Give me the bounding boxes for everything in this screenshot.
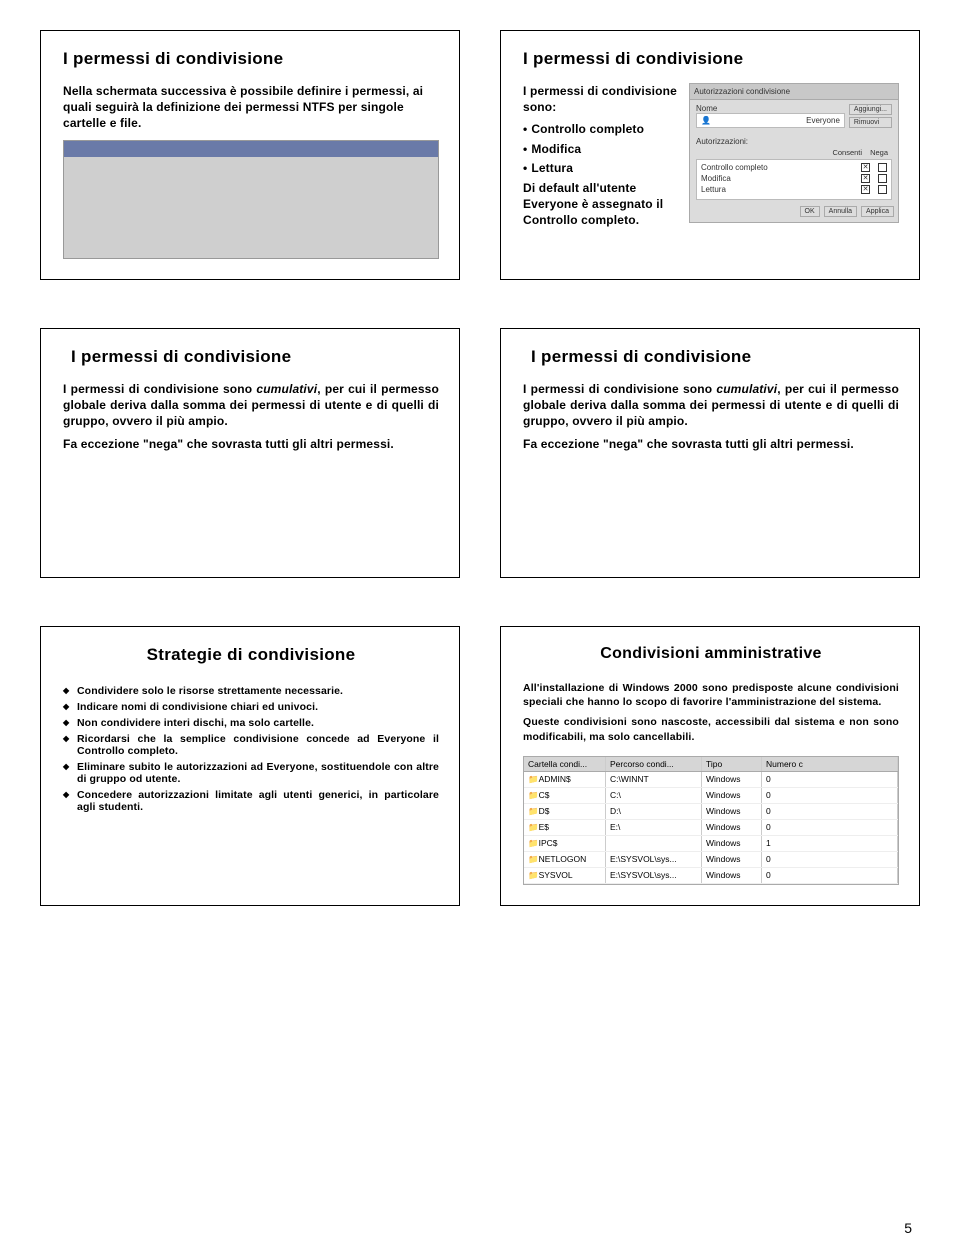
table-header: Percorso condi... (606, 757, 702, 771)
table-row: 📁C$C:\Windows0 (524, 788, 898, 804)
deny-checkbox[interactable] (878, 174, 887, 183)
list-item: Indicare nomi di condivisione chiari ed … (63, 701, 439, 713)
slide-4-body: I permessi di condivisione sono cumulati… (523, 381, 899, 458)
table-header: Tipo (702, 757, 762, 771)
remove-button[interactable]: Rimuovi (849, 117, 892, 128)
list-item: Concedere autorizzazioni limitate agli u… (63, 789, 439, 813)
list-item: Eliminare subito le autorizzazioni ad Ev… (63, 761, 439, 785)
apply-button[interactable]: Applica (861, 206, 894, 217)
perm-item: Controllo completo (523, 121, 679, 137)
table-row: 📁SYSVOLE:\SYSVOL\sys...Windows0 (524, 868, 898, 884)
dialog-screenshot-placeholder (63, 140, 439, 259)
slide-6-body: All'installazione di Windows 2000 sono p… (523, 681, 899, 750)
ok-button[interactable]: OK (800, 206, 820, 217)
admin-shares-table: Cartella condi... Percorso condi... Tipo… (523, 756, 899, 885)
deny-checkbox[interactable] (878, 163, 887, 172)
allow-checkbox[interactable]: ✕ (861, 163, 870, 172)
permissions-dialog: Autorizzazioni condivisione Nome 👤Everyo… (689, 83, 899, 223)
slide-2: I permessi di condivisione I permessi di… (500, 30, 920, 280)
table-row: 📁ADMIN$C:\WINNTWindows0 (524, 772, 898, 788)
table-row: 📁E$E:\Windows0 (524, 820, 898, 836)
slide-3-body: I permessi di condivisione sono cumulati… (63, 381, 439, 458)
slide-6-title: Condivisioni amministrative (523, 645, 899, 663)
slide-3: I permessi di condivisione I permessi di… (40, 328, 460, 578)
list-item: Non condividere interi dischi, ma solo c… (63, 717, 439, 729)
allow-checkbox[interactable]: ✕ (861, 185, 870, 194)
list-item: Condividere solo le risorse strettamente… (63, 685, 439, 697)
slide-5-title: Strategie di condivisione (63, 645, 439, 665)
slide-4-title: I permessi di condivisione (531, 347, 899, 367)
perm-item: Modifica (523, 141, 679, 157)
slide-2-text: I permessi di condivisione sono: Control… (523, 83, 679, 235)
slide-3-title: I permessi di condivisione (71, 347, 439, 367)
table-header: Cartella condi... (524, 757, 606, 771)
perm-item: Lettura (523, 160, 679, 176)
slide-1: I permessi di condivisione Nella scherma… (40, 30, 460, 280)
table-header: Numero c (762, 757, 898, 771)
strategies-list: Condividere solo le risorse strettamente… (63, 685, 439, 817)
page-number: 5 (904, 1220, 912, 1236)
table-row: 📁NETLOGONE:\SYSVOL\sys...Windows0 (524, 852, 898, 868)
cancel-button[interactable]: Annulla (824, 206, 857, 217)
slide-1-body: Nella schermata successiva è possibile d… (63, 83, 439, 132)
slide-5: Strategie di condivisione Condividere so… (40, 626, 460, 906)
slide-1-title: I permessi di condivisione (63, 49, 439, 69)
table-row: 📁D$D:\Windows0 (524, 804, 898, 820)
table-row: 📁IPC$Windows1 (524, 836, 898, 852)
slide-2-title: I permessi di condivisione (523, 49, 899, 69)
list-item: Ricordarsi che la semplice condivisione … (63, 733, 439, 757)
slide-4: I permessi di condivisione I permessi di… (500, 328, 920, 578)
slide-6: Condivisioni amministrative All'installa… (500, 626, 920, 906)
allow-checkbox[interactable]: ✕ (861, 174, 870, 183)
add-button[interactable]: Aggiungi... (849, 104, 892, 115)
deny-checkbox[interactable] (878, 185, 887, 194)
